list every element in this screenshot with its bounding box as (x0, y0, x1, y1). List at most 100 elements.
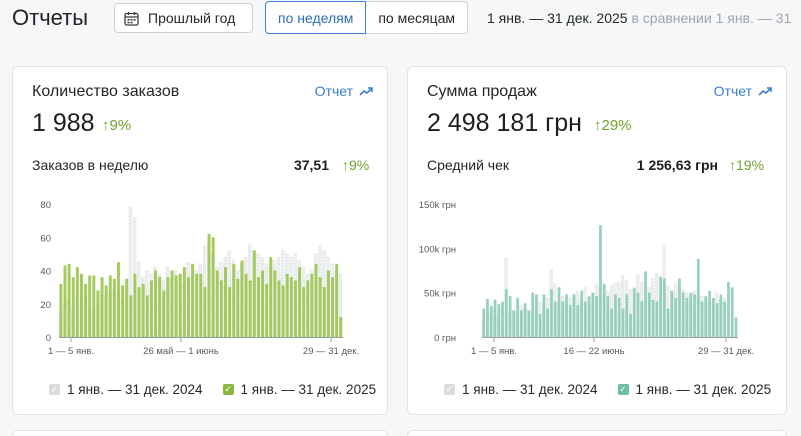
current-year-bar (553, 301, 557, 337)
current-year-bar (572, 294, 576, 337)
total-value: 1 988 (32, 109, 95, 137)
current-year-bar (700, 301, 704, 337)
current-year-bar (531, 292, 535, 337)
current-year-bar (599, 225, 602, 337)
y-tick-label: 0 грн (434, 333, 456, 344)
y-tick-label: 80 (40, 200, 51, 211)
x-tick-label: 16 — 22 июнь (563, 346, 624, 357)
current-year-bar (614, 294, 617, 337)
current-year-bar (501, 301, 504, 337)
legend-prev[interactable]: ✓ 1 янв. — 31 дек. 2024 (49, 382, 203, 397)
current-year-bar (632, 288, 636, 337)
total-delta-value: 9% (109, 117, 132, 134)
current-year-bar (704, 296, 708, 337)
period-picker-button[interactable]: Прошлый год (114, 3, 253, 33)
current-year-bar (663, 278, 666, 337)
checkbox-icon: ✓ (617, 384, 629, 395)
current-year-bar (100, 277, 104, 337)
report-link[interactable]: Отчет (714, 83, 772, 99)
y-tick-label: 100k грн (419, 244, 456, 255)
date-range: 1 янв. — 31 дек. 2025 (487, 10, 628, 26)
calendar-icon (124, 11, 139, 26)
current-year-bar (281, 285, 285, 337)
current-year-bar (318, 277, 322, 337)
current-year-bar (708, 290, 711, 337)
current-year-bar (215, 270, 219, 337)
tab-months[interactable]: по месяцам (366, 1, 469, 34)
current-year-bar (121, 285, 125, 337)
sales-bar-chart: 0 грн 50k грн 100k грн 150k грн 1 — 5 янв. 16… (419, 200, 754, 357)
current-year-bar (644, 271, 647, 337)
current-year-bar (203, 287, 207, 337)
legend-curr[interactable]: ✓ 1 янв. — 31 дек. 2025 (222, 382, 376, 397)
metric-delta-value: 9% (349, 157, 370, 173)
current-year-bar (265, 283, 269, 337)
current-year-bar (211, 237, 215, 337)
current-year-bar (149, 280, 153, 337)
current-year-bar (504, 289, 508, 337)
current-year-bar (63, 265, 67, 337)
page-header: Отчеты Прошлый год по неделям по месяцам… (0, 0, 801, 40)
current-year-bar (240, 260, 244, 337)
current-year-bar (92, 275, 96, 337)
legend-curr[interactable]: ✓ 1 янв. — 31 дек. 2025 (617, 382, 771, 397)
legend-prev-label: 1 янв. — 31 дек. 2024 (462, 382, 598, 397)
chart-legend: ✓ 1 янв. — 31 дек. 2024 ✓ 1 янв. — 31 дек.… (444, 382, 771, 397)
checkbox-icon: ✓ (49, 384, 60, 395)
tab-weeks[interactable]: по неделям (265, 1, 367, 34)
current-year-bar (277, 280, 281, 337)
current-year-bar (104, 285, 108, 337)
current-year-bar (670, 290, 674, 337)
period-label: Прошлый год (148, 10, 236, 26)
card-title: Количество заказов (32, 83, 180, 100)
metric-value: 37,51 (293, 157, 329, 173)
current-year-bar (191, 263, 195, 337)
current-year-bar (489, 305, 493, 337)
current-year-bar (162, 290, 166, 337)
x-tick-label: 1 — 5 янв. (48, 346, 94, 357)
current-year-bar (681, 292, 685, 337)
current-year-bar (236, 278, 240, 337)
metric-label: Заказов в неделю (32, 157, 149, 173)
current-year-bar (269, 257, 273, 337)
legend-prev[interactable]: ✓ 1 янв. — 31 дек. 2024 (444, 382, 598, 397)
prev-year-bar (338, 273, 343, 338)
card-partial (407, 430, 787, 436)
current-year-bar (606, 296, 610, 337)
chart-legend: ✓ 1 янв. — 31 дек. 2024 ✓ 1 янв. — 31 дек.… (49, 382, 376, 397)
report-link[interactable]: Отчет (315, 83, 373, 99)
y-tick-label: 40 (40, 267, 51, 278)
current-year-bar (195, 273, 199, 337)
checkbox-icon: ✓ (222, 384, 234, 395)
x-tick-label: 29 — 31 дек. (303, 346, 359, 357)
current-year-bar (587, 296, 591, 337)
page-title: Отчеты (12, 5, 89, 30)
date-range-summary: 1 янв. — 31 дек. 2025 в сравнении 1 янв.… (487, 10, 791, 26)
y-tick-label: 50k грн (424, 289, 456, 300)
current-year-bar (331, 277, 335, 337)
current-year-bar (166, 277, 170, 337)
current-year-bar (256, 277, 260, 337)
current-year-bar (723, 301, 727, 337)
current-year-bar (285, 273, 289, 337)
current-year-bar (685, 297, 689, 337)
total-delta: ↑29% (594, 117, 632, 134)
total-delta-value: 29% (601, 117, 632, 134)
current-year-bar (715, 303, 719, 337)
x-tick-label: 1 — 5 янв. (471, 346, 517, 357)
current-year-bar (580, 290, 583, 337)
current-year-bar (576, 305, 580, 337)
current-year-bar (273, 270, 277, 337)
y-tick-label: 150k грн (419, 200, 456, 211)
current-year-bar (261, 270, 265, 337)
current-year-bar (84, 283, 88, 337)
report-link-label: Отчет (713, 83, 752, 99)
current-year-bar (67, 263, 71, 337)
current-year-bar (228, 287, 232, 337)
metric-label: Средний чек (427, 157, 510, 173)
current-year-bar (617, 297, 621, 337)
current-year-bar (482, 308, 486, 337)
current-year-bar (535, 294, 538, 337)
current-year-bar (133, 273, 137, 337)
y-tick-label: 60 (40, 233, 51, 244)
